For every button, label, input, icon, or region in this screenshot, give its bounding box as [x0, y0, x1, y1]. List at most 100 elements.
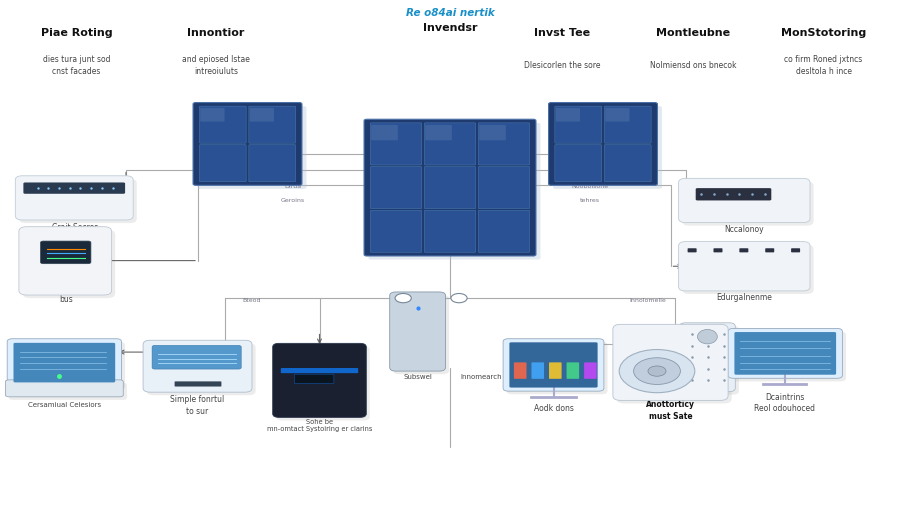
FancyBboxPatch shape: [9, 383, 127, 400]
FancyBboxPatch shape: [696, 188, 771, 200]
FancyBboxPatch shape: [613, 324, 728, 400]
FancyBboxPatch shape: [371, 125, 398, 140]
FancyBboxPatch shape: [479, 210, 529, 252]
Circle shape: [648, 366, 666, 376]
FancyBboxPatch shape: [679, 242, 810, 291]
FancyBboxPatch shape: [152, 345, 241, 369]
FancyBboxPatch shape: [15, 176, 133, 220]
FancyBboxPatch shape: [554, 106, 602, 143]
FancyBboxPatch shape: [201, 108, 225, 122]
FancyBboxPatch shape: [683, 326, 739, 395]
FancyBboxPatch shape: [147, 343, 256, 395]
Text: Edurgalnenme: Edurgalnenme: [716, 293, 772, 302]
Text: Dcaintrins
Reol odouhoced: Dcaintrins Reol odouhoced: [754, 393, 815, 413]
FancyBboxPatch shape: [549, 362, 562, 379]
Text: Invst Tee: Invst Tee: [535, 28, 590, 39]
FancyBboxPatch shape: [5, 380, 123, 397]
Text: Nccalonoy: Nccalonoy: [724, 225, 764, 234]
Circle shape: [619, 350, 695, 393]
FancyBboxPatch shape: [554, 145, 602, 182]
FancyBboxPatch shape: [425, 167, 475, 209]
FancyBboxPatch shape: [584, 362, 597, 379]
FancyBboxPatch shape: [200, 106, 247, 143]
FancyBboxPatch shape: [14, 343, 115, 382]
Text: Dlesicorlen the sore: Dlesicorlen the sore: [524, 61, 601, 70]
Text: co firm Roned jxtncs
desltola h ince: co firm Roned jxtncs desltola h ince: [785, 54, 862, 76]
Circle shape: [395, 293, 411, 303]
Text: dies tura junt sod
cnst facades: dies tura junt sod cnst facades: [43, 54, 110, 76]
FancyBboxPatch shape: [19, 179, 137, 223]
FancyBboxPatch shape: [198, 106, 306, 189]
Text: Innolomelle: Innolomelle: [630, 298, 666, 303]
FancyBboxPatch shape: [276, 346, 370, 420]
FancyBboxPatch shape: [606, 108, 630, 122]
FancyBboxPatch shape: [369, 123, 540, 260]
FancyBboxPatch shape: [7, 339, 122, 386]
FancyBboxPatch shape: [250, 108, 274, 122]
FancyBboxPatch shape: [371, 167, 421, 209]
FancyBboxPatch shape: [680, 323, 735, 392]
FancyBboxPatch shape: [194, 103, 302, 186]
FancyBboxPatch shape: [294, 374, 334, 383]
FancyBboxPatch shape: [503, 339, 604, 391]
FancyBboxPatch shape: [765, 248, 774, 252]
FancyBboxPatch shape: [734, 332, 836, 375]
Text: Clarbe: Clarbe: [283, 170, 302, 175]
Text: and epiosed lstae
intreoiuluts: and epiosed lstae intreoiuluts: [182, 54, 250, 76]
Text: Sohe be
mn-omtact Systoiring er clarins: Sohe be mn-omtact Systoiring er clarins: [266, 419, 373, 432]
FancyBboxPatch shape: [248, 106, 295, 143]
FancyBboxPatch shape: [364, 119, 536, 256]
FancyBboxPatch shape: [175, 381, 221, 387]
FancyBboxPatch shape: [514, 362, 526, 379]
Text: Geroins: Geroins: [281, 198, 304, 203]
FancyBboxPatch shape: [22, 230, 115, 298]
FancyBboxPatch shape: [273, 343, 366, 417]
FancyBboxPatch shape: [371, 210, 421, 252]
FancyBboxPatch shape: [732, 332, 846, 381]
Text: Crait Secres: Crait Secres: [51, 223, 98, 232]
FancyBboxPatch shape: [40, 241, 91, 264]
FancyBboxPatch shape: [688, 248, 697, 252]
FancyBboxPatch shape: [19, 227, 112, 295]
FancyBboxPatch shape: [479, 167, 529, 209]
FancyBboxPatch shape: [605, 106, 652, 143]
FancyBboxPatch shape: [556, 108, 581, 122]
Text: Anottorticy
must Sate: Anottorticy must Sate: [646, 400, 695, 420]
Text: Aodk dons: Aodk dons: [534, 404, 573, 413]
FancyBboxPatch shape: [248, 145, 295, 182]
Text: Simple fonrtul
to sur: Simple fonrtul to sur: [170, 395, 224, 415]
Text: Montleubne: Montleubne: [656, 28, 730, 39]
FancyBboxPatch shape: [479, 125, 506, 140]
Text: Bteod: Bteod: [243, 298, 261, 303]
FancyBboxPatch shape: [425, 125, 452, 140]
FancyBboxPatch shape: [509, 342, 598, 388]
Circle shape: [451, 293, 467, 303]
Text: Dirua: Dirua: [284, 183, 302, 189]
Text: Piae Roting: Piae Roting: [40, 28, 112, 39]
FancyBboxPatch shape: [605, 145, 652, 182]
FancyBboxPatch shape: [11, 342, 125, 389]
Circle shape: [634, 358, 680, 384]
Text: Innomearch: Innomearch: [461, 374, 502, 380]
Text: Re o84ai nertik: Re o84ai nertik: [406, 8, 494, 18]
Ellipse shape: [698, 329, 717, 344]
Text: Noobolsone: Noobolsone: [571, 183, 608, 189]
Text: Invendsr: Invendsr: [423, 23, 477, 33]
FancyBboxPatch shape: [281, 368, 358, 373]
FancyBboxPatch shape: [393, 295, 449, 374]
FancyBboxPatch shape: [425, 210, 475, 252]
FancyBboxPatch shape: [728, 328, 842, 378]
FancyBboxPatch shape: [616, 327, 732, 403]
Text: Innontior: Innontior: [187, 28, 245, 39]
FancyBboxPatch shape: [425, 123, 475, 165]
FancyBboxPatch shape: [531, 362, 544, 379]
Text: bus: bus: [58, 295, 73, 304]
FancyBboxPatch shape: [682, 245, 814, 294]
FancyBboxPatch shape: [740, 248, 749, 252]
Text: MonStotoring: MonStotoring: [781, 28, 866, 39]
FancyBboxPatch shape: [567, 362, 580, 379]
FancyBboxPatch shape: [549, 103, 657, 186]
FancyBboxPatch shape: [23, 182, 125, 194]
Text: Subswel: Subswel: [403, 374, 432, 380]
FancyBboxPatch shape: [371, 123, 421, 165]
